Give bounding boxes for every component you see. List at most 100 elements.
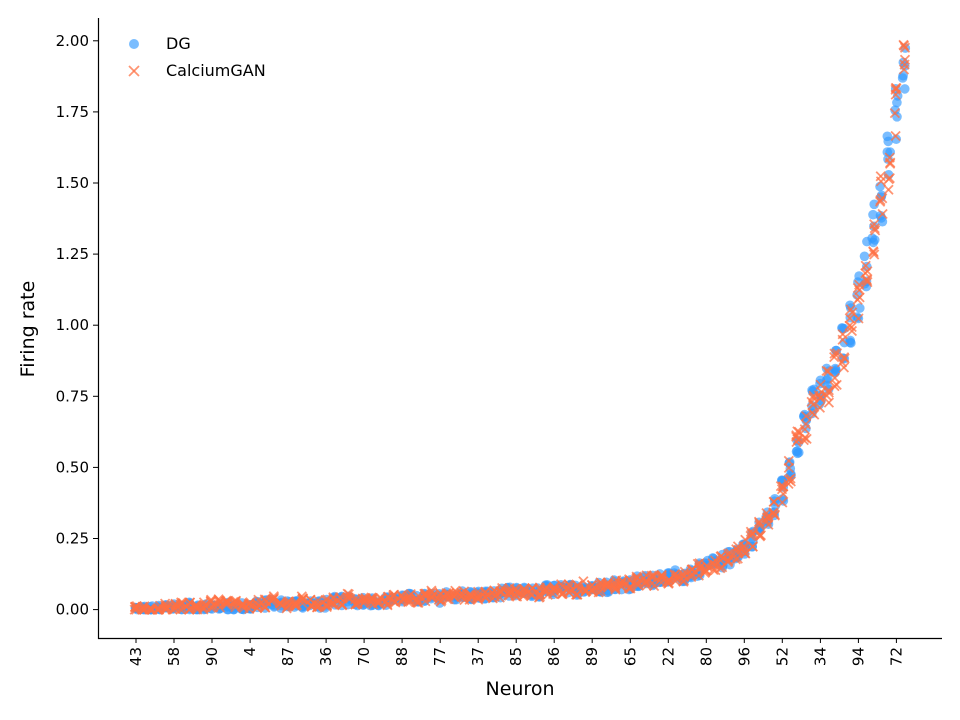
calciumgan-point [761,515,773,527]
calciumgan-point [875,171,886,182]
calciumgan-point [869,249,880,260]
calciumgan-point [601,579,612,590]
x-tick-label: 85 [507,647,525,666]
calciumgan-point [571,589,583,600]
x-tick-label: 22 [659,647,677,666]
legend-marker-calciumgan [128,65,140,77]
calciumgan-point [160,600,171,611]
calciumgan-point [829,348,840,359]
calciumgan-point [243,599,254,610]
x-tick-label: 90 [203,647,221,666]
x-tick-label: 70 [355,647,373,666]
calciumgan-point [785,473,796,484]
calciumgan-point [358,597,369,609]
calciumgan-point [616,578,627,589]
calciumgan-point [884,158,896,169]
legend-marker-dg [129,39,139,49]
calciumgan-point [403,592,414,604]
x-tick-label: 37 [469,647,487,666]
x-tick-label: 77 [431,647,449,666]
calciumgan-point [845,304,856,315]
calciumgan-point [297,594,309,605]
calciumgan-point [890,89,901,100]
calciumgan-point [862,276,873,288]
y-tick-label: 2.00 [56,32,89,50]
calciumgan-point [488,589,500,600]
calciumgan-point [183,604,195,615]
calciumgan-point [245,600,257,611]
dg-point [877,216,888,227]
calciumgan-point [411,594,423,605]
calciumgan-point [883,184,894,195]
calciumgan-point [251,603,263,614]
dg-point [855,303,865,313]
axes [97,18,942,640]
calciumgan-point [311,602,323,613]
x-tick-label: 52 [773,647,791,666]
calciumgan-point [139,601,150,612]
calciumgan-point [159,598,171,609]
x-tick-label: 94 [849,647,867,666]
calciumgan-point [297,598,308,609]
x-tick-label: 36 [317,647,335,666]
x-tick-label: 34 [811,647,829,666]
y-tick-label: 1.25 [56,245,89,263]
calciumgan-point [510,590,521,602]
calciumgan-point [768,496,779,508]
calciumgan-point [836,357,848,368]
calciumgan-point [846,325,858,337]
calciumgan-point [783,478,794,490]
calciumgan-point [251,598,263,610]
calciumgan-point [852,282,864,294]
calciumgan-point [783,462,795,474]
calciumgan-point [823,397,835,408]
calciumgan-point [801,433,812,445]
calciumgan-point [853,313,864,324]
calciumgan-point [868,247,879,258]
calciumgan-point [730,554,741,565]
calciumgan-point [655,573,667,585]
x-tick-label: 87 [279,647,297,666]
calciumgan-point [884,172,895,184]
legend-label-dg: DG [166,34,191,53]
y-tick-label: 0.00 [56,601,89,619]
x-ticks: 43 58 90 4 87 36 70 88 77 37 85 86 89 65 22 80 96 52 34 94 7… [127,638,905,666]
calciumgan-point [890,130,901,142]
calciumgan-point [372,597,384,608]
legend-label-calciumgan: CalciumGAN [166,61,266,80]
calciumgan-point [854,292,865,303]
calciumgan-point [623,583,635,594]
calciumgan-point [420,588,432,599]
calciumgan-point [724,551,736,563]
calciumgan-point [800,410,812,422]
calciumgan-point [844,320,855,331]
calciumgan-point [449,591,460,602]
calciumgan-point [456,591,467,602]
calciumgan-point [199,600,210,611]
dg-point [791,446,802,457]
calciumgan-point [456,587,467,599]
x-tick-label: 86 [545,647,563,666]
calciumgan-point [555,579,567,590]
y-ticks: 0.00 0.25 0.50 0.75 1.00 1.25 1.50 1.75 2.00 [56,32,98,619]
calciumgan-point [540,584,551,596]
y-tick-label: 1.00 [56,316,89,334]
dg-point [869,199,879,210]
y-tick-label: 1.75 [56,103,89,121]
y-tick-label: 0.75 [56,387,89,405]
x-tick-label: 80 [697,647,715,666]
calciumgan-point [814,402,826,413]
calciumgan-point [869,219,880,230]
calciumgan-point [798,434,809,446]
calciumgan-point [678,575,690,586]
calciumgan-point [334,592,346,603]
x-axis-label: Neuron [485,678,554,700]
calciumgan-point [899,59,910,70]
plot-points [129,39,911,615]
dg-point [897,73,908,83]
x-tick-label: 65 [621,647,639,666]
dg-point [868,209,878,220]
calciumgan-point [663,578,674,589]
calciumgan-point [889,107,901,119]
